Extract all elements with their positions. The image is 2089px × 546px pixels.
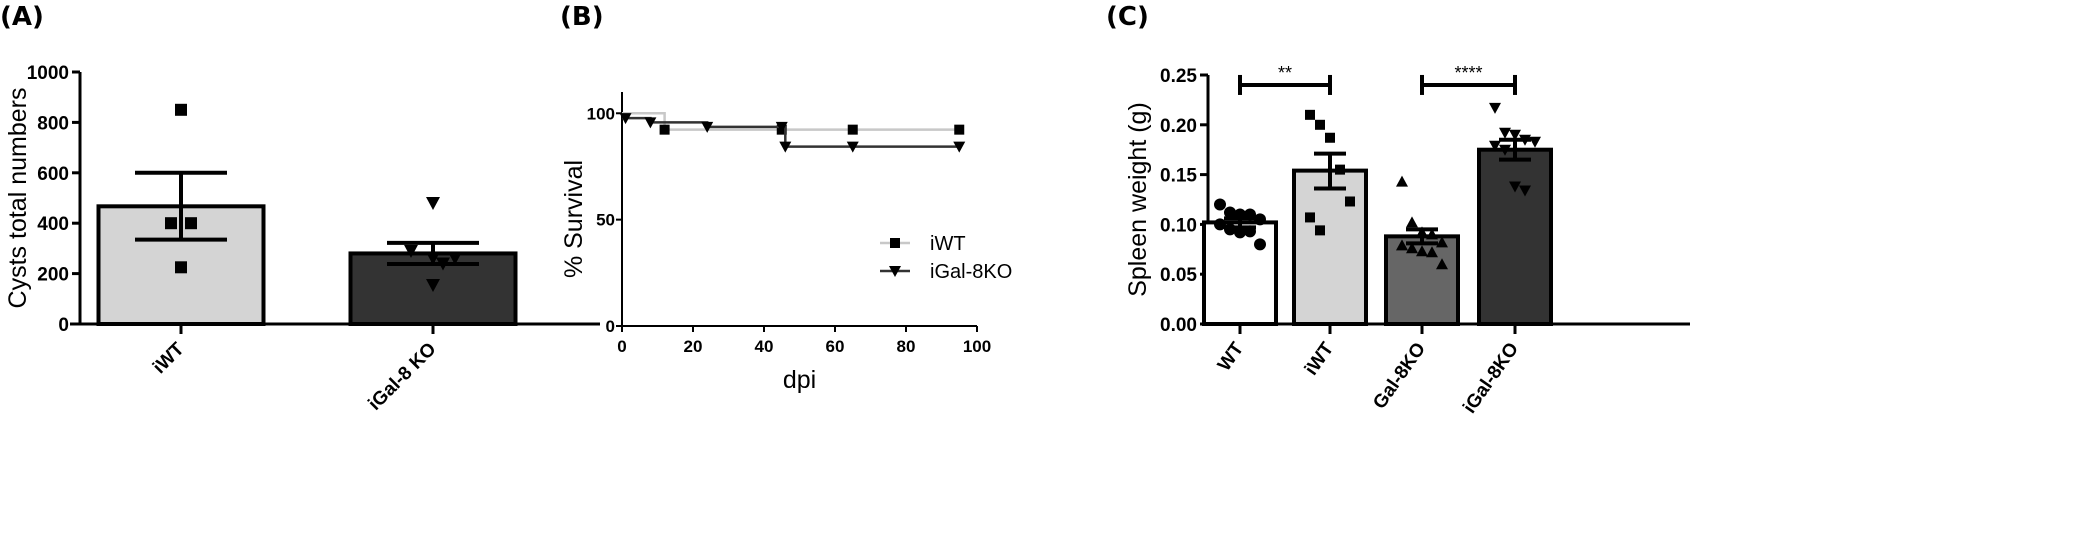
data-point <box>1305 212 1315 223</box>
y-tick-label: 400 <box>37 214 69 235</box>
x-tick-label: WT <box>1214 339 1248 376</box>
y-tick-label: 200 <box>37 265 69 286</box>
chart-a-cysts: 0 200 400 600 800 1000 Cysts total numbers iWT i… <box>4 63 600 415</box>
data-point <box>1529 136 1541 148</box>
data-point <box>1519 185 1531 197</box>
x-tick-label: iWT <box>149 338 189 378</box>
censor-marker <box>619 113 632 125</box>
x-tick-label: 40 <box>755 337 774 356</box>
legend-marker <box>889 266 901 277</box>
data-point <box>175 103 187 116</box>
y-tick-label: 0.20 <box>1160 116 1197 137</box>
y-axis-title: Spleen weight (g) <box>1124 102 1152 297</box>
legend-label: iGal-8KO <box>930 261 1012 283</box>
x-tick-label: Gal-8KO <box>1369 339 1430 413</box>
x-tick-label: 80 <box>897 337 916 356</box>
censor-marker <box>659 124 670 135</box>
y-tick-label: 0.05 <box>1160 265 1197 286</box>
y-axis-title: % Survival <box>560 160 588 278</box>
y-tick-label: 600 <box>37 164 69 185</box>
data-point <box>1436 258 1448 270</box>
y-tick-label: 0.00 <box>1160 315 1197 336</box>
bar-wt <box>1202 220 1278 327</box>
data-point <box>1489 140 1501 152</box>
data-point <box>1416 245 1428 257</box>
data-point <box>1315 225 1325 236</box>
censor-marker <box>954 124 965 135</box>
data-point <box>1426 246 1438 258</box>
data-point <box>426 278 440 292</box>
x-tick-label: 20 <box>684 337 703 356</box>
panel-a: (A) 0 200 400 600 800 1000 Cysts total numbers… <box>0 0 600 546</box>
data-point <box>1254 238 1266 251</box>
censor-marker <box>779 141 792 153</box>
x-tick-label: iGal-8KO <box>1459 339 1523 418</box>
y-tick-label: 1000 <box>27 63 69 84</box>
y-tick-label: 50 <box>596 211 615 230</box>
data-point <box>1489 102 1501 114</box>
y-tick-label: 100 <box>587 104 615 123</box>
data-point <box>185 217 197 230</box>
chart-b-survival: 0 50 100 0 20 40 60 80 100 % Survival dpi iWT iGal-8… <box>560 92 1012 394</box>
panel-b: (B) 0 50 100 0 20 40 60 80 100 % Survival dpi iWT iG… <box>560 0 1120 546</box>
data-point <box>1406 216 1418 228</box>
y-tick-label: 0.15 <box>1160 166 1197 187</box>
x-axis-title: dpi <box>783 366 816 394</box>
significance-label: ** <box>1278 63 1292 83</box>
data-point <box>1406 242 1418 254</box>
censor-marker <box>775 121 788 133</box>
data-point <box>1426 228 1438 240</box>
data-point <box>1305 109 1315 120</box>
data-point <box>1254 213 1266 226</box>
data-point <box>165 217 177 230</box>
data-point <box>1345 196 1355 207</box>
data-point <box>1214 218 1226 231</box>
bar-igal-8ko <box>1477 147 1553 326</box>
significance-label: **** <box>1454 63 1482 83</box>
data-point <box>1335 164 1345 175</box>
data-point <box>1436 236 1448 248</box>
data-point <box>1396 175 1408 187</box>
y-tick-label: 0 <box>58 315 69 336</box>
data-point <box>1325 132 1335 143</box>
data-point <box>1499 127 1511 139</box>
y-tick-label: 0 <box>606 317 615 336</box>
censor-marker <box>846 141 859 153</box>
legend-marker <box>890 238 900 248</box>
censor-marker <box>847 124 858 135</box>
x-tick-label: 0 <box>617 337 626 356</box>
data-point <box>1224 206 1236 219</box>
data-point <box>1499 144 1511 156</box>
data-point <box>1214 198 1226 211</box>
data-point <box>1509 129 1521 141</box>
x-tick-label: 60 <box>826 337 845 356</box>
data-point <box>404 244 418 258</box>
censor-marker <box>953 141 966 153</box>
x-tick-label: 100 <box>963 337 991 356</box>
panel-b-label: (B) <box>560 2 604 32</box>
censor-marker <box>701 121 714 133</box>
x-tick-label: iGal-8 KO <box>364 339 440 415</box>
chart-c-spleen: 0.00 0.05 0.10 0.15 0.20 0.25 Spleen weight (g… <box>1124 63 1690 418</box>
data-point <box>1315 119 1325 130</box>
bar-iwt <box>1292 168 1368 326</box>
data-point <box>426 197 440 211</box>
data-point <box>1509 181 1521 193</box>
data-point <box>1396 239 1408 251</box>
censor-marker <box>644 117 657 129</box>
y-axis-title: Cysts total numbers <box>4 88 32 309</box>
x-tick-label: iWT <box>1301 339 1338 380</box>
legend-label: iWT <box>930 233 966 255</box>
data-point <box>448 251 462 265</box>
y-tick-label: 800 <box>37 113 69 134</box>
data-point <box>175 261 187 274</box>
y-tick-label: 0.10 <box>1160 215 1197 236</box>
y-tick-label: 0.25 <box>1160 66 1197 87</box>
panel-a-label: (A) <box>0 2 44 32</box>
panel-c: (C) 0.00 0.05 0.10 0.15 0.20 0.25 Spleen weigh… <box>1090 0 2089 546</box>
panel-c-label: (C) <box>1106 2 1149 32</box>
